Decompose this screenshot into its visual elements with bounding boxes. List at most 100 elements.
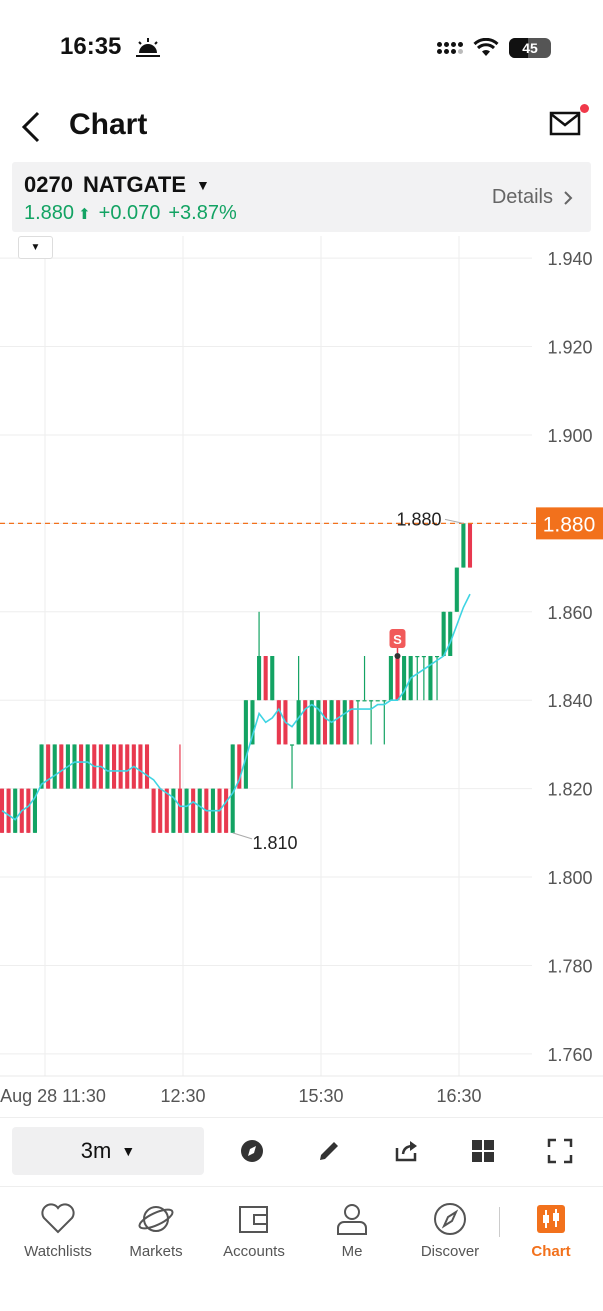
share-button[interactable] xyxy=(391,1136,421,1166)
tab-chart[interactable]: Chart xyxy=(503,1199,599,1260)
candle-body xyxy=(158,788,163,833)
candle-body xyxy=(395,656,400,701)
candle-body xyxy=(289,744,295,746)
candle-body xyxy=(46,744,51,789)
tab-label: Accounts xyxy=(223,1243,285,1260)
candle-body xyxy=(454,567,459,612)
candle-body xyxy=(59,744,64,789)
x-tick-label: 12:30 xyxy=(160,1086,205,1106)
bottom-tab-bar: Watchlists Markets Accounts Me Discover … xyxy=(0,1186,603,1311)
candle-body xyxy=(303,700,308,745)
indicator-dropdown[interactable]: ▼ xyxy=(18,236,53,259)
y-tick-label: 1.800 xyxy=(547,868,592,888)
symbol-selector[interactable]: 0270 NATGATE ▼ xyxy=(24,172,210,198)
price-change-percent: +3.87% xyxy=(168,202,237,224)
candle-body xyxy=(250,700,255,745)
tab-me[interactable]: Me xyxy=(304,1199,400,1260)
candle-body xyxy=(355,700,360,702)
sell-signal-label: S xyxy=(393,632,402,647)
x-tick-label: 15:30 xyxy=(298,1086,343,1106)
caret-down-icon: ▼ xyxy=(121,1143,136,1159)
x-tick-label: Aug 28 11:30 xyxy=(0,1086,106,1106)
x-tick-label: 16:30 xyxy=(436,1086,481,1106)
fullscreen-button[interactable] xyxy=(545,1136,575,1166)
candle-body xyxy=(263,656,268,701)
candle-body xyxy=(428,656,433,701)
candle-body xyxy=(164,788,169,833)
candle-body xyxy=(322,700,328,745)
candle-body xyxy=(151,788,156,833)
last-price-badge xyxy=(536,507,603,540)
tab-label: Me xyxy=(341,1243,363,1260)
heart-icon xyxy=(10,1199,106,1239)
candle-body xyxy=(382,700,387,702)
layout-button[interactable] xyxy=(468,1136,498,1166)
messages-button[interactable] xyxy=(549,104,589,142)
candle-body xyxy=(191,788,196,833)
person-icon xyxy=(304,1199,400,1239)
pencil-icon xyxy=(320,1142,338,1160)
candle-body xyxy=(52,744,57,789)
candle-body xyxy=(26,788,31,833)
fullscreen-icon xyxy=(547,1138,573,1164)
tab-label: Discover xyxy=(420,1243,480,1260)
candle-body xyxy=(13,788,18,833)
candle-body xyxy=(375,700,380,702)
caret-down-icon: ▼ xyxy=(196,177,210,193)
tab-discover[interactable]: Discover xyxy=(402,1199,498,1260)
candle-body xyxy=(257,656,262,701)
grid-icon xyxy=(472,1140,494,1162)
chart-toolbar: 3m ▼ xyxy=(0,1117,603,1185)
candle-body xyxy=(230,744,235,833)
back-button[interactable] xyxy=(14,108,48,146)
candle-body xyxy=(243,700,248,789)
candle-body xyxy=(369,700,374,702)
candle-body xyxy=(237,744,242,789)
wifi-icon xyxy=(473,38,499,56)
tab-watchlists[interactable]: Watchlists xyxy=(10,1199,106,1260)
candle-body xyxy=(144,744,150,789)
y-tick-label: 1.900 xyxy=(547,426,592,446)
compass-icon xyxy=(402,1199,498,1239)
status-time: 16:35 xyxy=(60,33,122,60)
low-price-label: 1.810 xyxy=(252,833,297,853)
up-arrow-icon: ⬆ xyxy=(78,205,91,223)
y-tick-label: 1.840 xyxy=(547,691,592,711)
candle-body xyxy=(421,656,426,658)
details-label: Details xyxy=(491,186,553,208)
compass-tool-button[interactable] xyxy=(237,1136,267,1166)
notification-dot xyxy=(580,104,589,113)
cellular-signal-icon xyxy=(437,42,463,54)
candle-body xyxy=(448,611,453,656)
chevron-right-icon xyxy=(564,190,573,205)
interval-label: 3m xyxy=(80,1138,112,1163)
caret-down-icon: ▼ xyxy=(30,242,41,253)
candle-body xyxy=(112,744,117,789)
candle-body xyxy=(118,744,123,789)
share-icon xyxy=(395,1141,417,1162)
y-tick-label: 1.940 xyxy=(547,249,592,269)
high-label-leader xyxy=(444,518,464,524)
price-chart[interactable]: 1.940 1.920 1.900 1.860 1.840 1.820 1.800 1.780… xyxy=(0,236,603,1116)
interval-selector[interactable]: 3m ▼ xyxy=(12,1127,204,1175)
last-price: 1.880 xyxy=(24,202,75,224)
details-link[interactable]: Details xyxy=(492,186,573,209)
candle-body xyxy=(79,744,84,789)
low-label-leader xyxy=(232,832,253,840)
candle-body xyxy=(105,744,110,789)
candle-body xyxy=(270,656,275,701)
tab-markets[interactable]: Markets xyxy=(108,1199,204,1260)
tab-divider xyxy=(499,1207,500,1237)
planet-icon xyxy=(108,1199,204,1239)
stock-code: 0270 xyxy=(24,172,73,197)
candlestick-icon xyxy=(503,1199,599,1239)
status-bar: 16:35 45 xyxy=(0,0,603,90)
draw-tool-button[interactable] xyxy=(314,1136,344,1166)
candle-body xyxy=(125,744,130,789)
wallet-icon xyxy=(206,1199,302,1239)
tab-label: Markets xyxy=(129,1243,183,1260)
tab-accounts[interactable]: Accounts xyxy=(206,1199,302,1260)
mail-icon xyxy=(549,111,581,136)
signal-point xyxy=(394,653,401,659)
candle-body xyxy=(171,788,176,833)
